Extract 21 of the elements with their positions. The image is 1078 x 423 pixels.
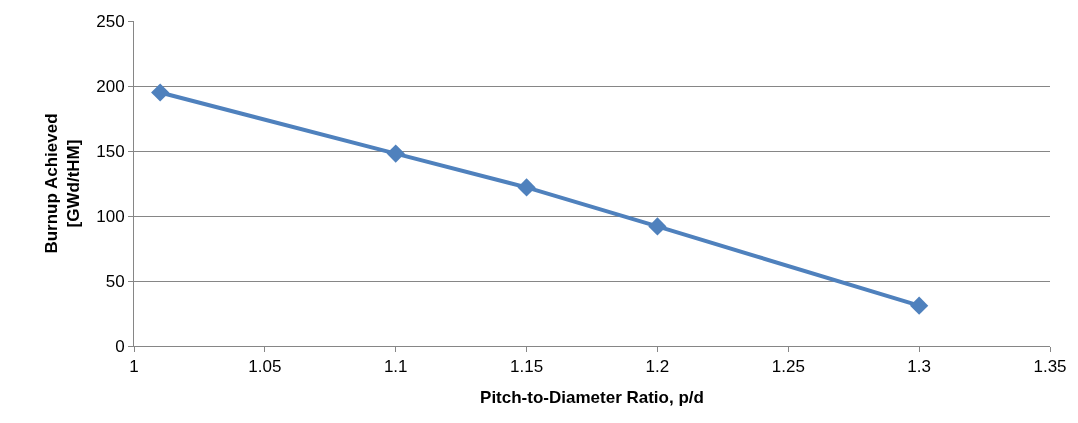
point <box>386 144 405 163</box>
x-tick-label: 1.3 <box>907 357 931 377</box>
x-axis-title: Pitch-to-Diameter Ratio, p/d <box>480 387 704 407</box>
x-tick-label: 1.05 <box>248 357 282 377</box>
point <box>910 296 929 315</box>
y-tick-label: 0 <box>115 336 125 356</box>
x-tick-label: 1.25 <box>771 357 805 377</box>
point <box>517 178 536 197</box>
y-tick-label: 250 <box>96 11 125 31</box>
y-tick-label: 150 <box>96 141 125 161</box>
x-tick-label: 1.15 <box>510 357 544 377</box>
y-tick-label: 50 <box>105 271 125 291</box>
y-tick-label: 200 <box>96 76 125 96</box>
x-tick-label: 1.35 <box>1033 357 1067 377</box>
y-axis-title: Burnup Achieved [GWd/tHM] <box>41 113 83 254</box>
point <box>151 83 170 102</box>
point <box>648 217 667 236</box>
x-tick-label: 1.2 <box>645 357 670 377</box>
x-tick-label: 1.1 <box>383 357 408 377</box>
y-tick-label: 100 <box>96 206 125 226</box>
x-tick-label: 1 <box>129 357 139 377</box>
